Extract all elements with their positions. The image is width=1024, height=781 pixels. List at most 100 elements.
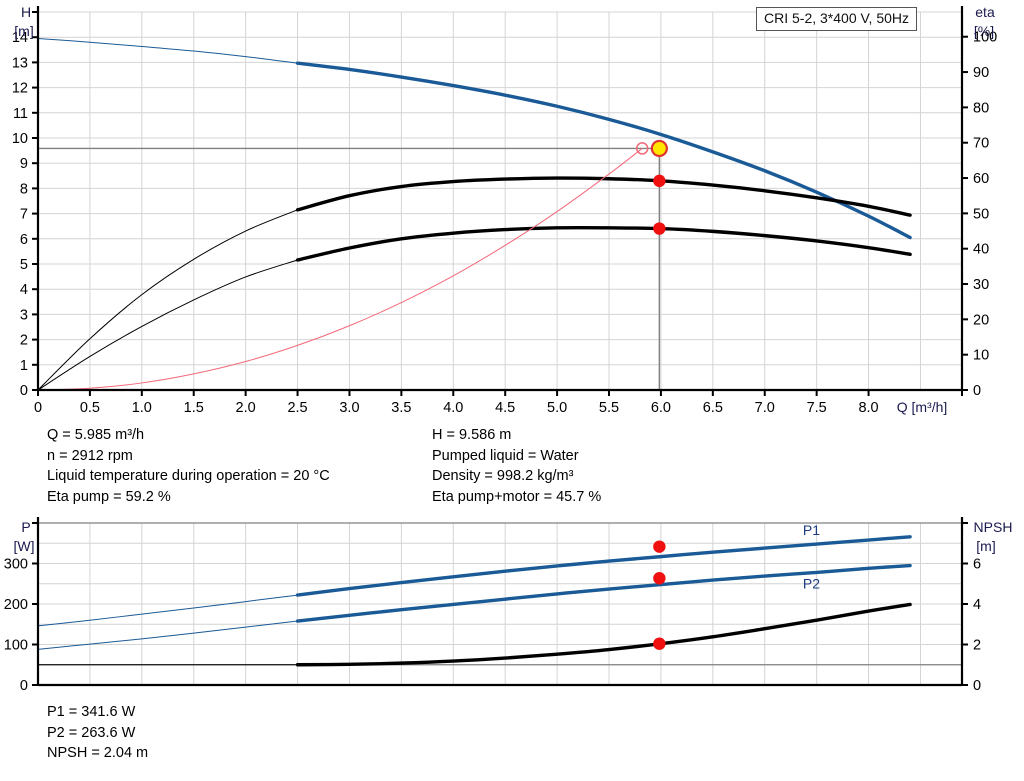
x-tick-label: 4.5 [495,400,515,415]
head-efficiency-chart: 0 1 2 3 4 5 6 7 8 9 10 11 12 13 14 0 10 20 30 40 50 60 70 80 90 1… [12,4,997,415]
y-axis-title-h-unit: [m] [14,23,33,39]
npsh-curve-bold [295,602,912,667]
x-tick-label: 7.0 [755,400,775,415]
x-tick-label: 0 [34,400,42,415]
y-tick-label-right: 40 [973,242,989,258]
y-tick-label-left: 200 [4,597,28,613]
info-n: n = 2912 rpm [47,447,133,464]
y-axis-title-eta-unit: [%] [974,23,994,39]
y-tick-label-right: 100 [973,30,997,46]
p2-point-marker[interactable] [653,572,666,585]
eta-pump-motor-curve-bold [295,225,912,262]
info-npsh: NPSH = 2.04 m [47,745,149,761]
info-eta-pump: Eta pump = 59.2 % [47,488,171,505]
y-tick-label-right: 20 [973,312,989,328]
y-tick-label-right: 2 [973,638,981,654]
markers [635,139,668,235]
duty-point-marker[interactable] [650,139,668,158]
x-tick-label: 3.5 [391,400,411,415]
head-curve-thin [37,37,298,64]
x-tick-label: 4.0 [443,400,463,415]
system-curve-point-marker[interactable] [635,142,649,155]
info-block-bottom: P1 = 341.6 W P2 = 263.6 W NPSH = 2.04 m [47,702,148,764]
y-axis-title-npsh: NPSH [974,519,1013,535]
y-tick-label-right: 30 [973,277,989,293]
x-tick-label: 1.0 [132,400,152,415]
info-q: Q = 5.985 m³/h [47,427,145,443]
x-tick-label: 2.5 [287,400,307,415]
eta-pump-curve-bold [295,176,912,217]
p1-curve-thin [37,594,298,627]
axes: 0123456789101112131401020304050607080901… [12,6,997,415]
head-efficiency-svg: 0123456789101112131401020304050607080901… [12,4,997,415]
x-tick-label: 3.0 [339,400,359,415]
y-tick-label-left: 9 [20,156,28,172]
info-block-left: Q = 5.985 m³/h n = 2912 rpm Liquid tempe… [47,425,330,507]
y-tick-label-right: 0 [973,678,981,694]
y-tick-label-left: 10 [12,131,28,147]
x-tick-label: 1.5 [184,400,204,415]
npsh-point-marker[interactable] [653,637,666,650]
y-tick-label-right: 70 [973,136,989,152]
y-tick-label-left: 2 [20,333,28,349]
grid-lines [37,522,962,686]
x-axis-title-q: Q [m³/h] [897,399,948,415]
info-eta-pump-motor: Eta pump+motor = 45.7 % [432,488,602,505]
legend-box: CRI 5-2, 3*400 V, 50Hz [756,7,918,31]
y-tick-label-left: 11 [13,106,28,122]
p2-curve-thin [37,620,298,650]
y-tick-label-left: 13 [12,55,28,71]
power-npsh-svg: P1 P2 0 100 200 300 0 2 4 6 P [W] NPSH [m] [4,517,1013,694]
curves [37,37,912,391]
y-tick-label-right: 4 [973,597,981,613]
eta-pump-motor-curve-thin [37,259,298,391]
y-tick-label-left: 8 [20,181,28,197]
info-density: Density = 998.2 kg/m³ [432,468,574,484]
x-tick-label: 5.0 [547,400,567,415]
curves [37,535,912,667]
y-tick-label-right: 0 [973,383,981,399]
y-tick-label-left: 0 [20,383,28,399]
y-tick-label-left: 1 [20,358,28,374]
y-tick-label-right: 60 [973,171,989,187]
y-tick-label-left: 3 [20,307,28,323]
info-block-right: H = 9.586 m Pumped liquid = Water Densit… [432,425,601,507]
x-tick-label: 8.0 [858,400,878,415]
legend-text: CRI 5-2, 3*400 V, 50Hz [764,10,910,26]
power-npsh-chart: P1 P2 0 100 200 300 0 2 4 6 P [W] NPSH [m] [0,515,1024,700]
y-tick-label-left: 6 [20,232,28,248]
x-tick-label: 7.5 [807,400,827,415]
info-p2: P2 = 263.6 W [47,724,136,741]
y-axis-title-npsh-unit: [m] [976,538,995,554]
system-curve [37,148,643,391]
x-tick-label: 2.0 [236,400,256,415]
p1-curve-bold [295,535,912,597]
y-axis-title-eta: eta [975,4,995,20]
head-curve-bold [295,61,912,240]
y-tick-label-right: 6 [973,557,981,573]
p2-curve-bold [295,563,912,623]
y-tick-label-left: 5 [20,257,28,273]
x-tick-label: 0.5 [80,400,100,415]
eta-pump-motor-point-marker[interactable] [653,222,666,235]
p2-curve-label: P2 [803,576,820,592]
y-tick-label-left: 0 [20,678,28,694]
info-p1: P1 = 341.6 W [47,704,136,720]
y-tick-label-left: 4 [20,282,28,298]
y-tick-label-right: 80 [973,100,989,116]
info-h: H = 9.586 m [432,427,512,443]
y-axis-title-p-unit: [W] [14,538,35,554]
y-tick-label-right: 10 [973,348,989,364]
guide-lines [38,147,661,390]
y-tick-label-right: 50 [973,206,989,222]
y-tick-label-left: 12 [12,81,28,97]
y-axis-title-p: P [21,519,30,535]
eta-pump-point-marker[interactable] [653,174,666,188]
p1-curve-label: P1 [803,522,820,538]
p1-point-marker[interactable] [653,540,666,553]
markers [653,540,666,650]
info-liquid-temp: Liquid temperature during operation = 20… [47,468,330,484]
y-tick-label-left: 100 [4,638,28,654]
info-pumped-liquid: Pumped liquid = Water [432,447,579,464]
eta-pump-curve-thin [37,209,298,391]
